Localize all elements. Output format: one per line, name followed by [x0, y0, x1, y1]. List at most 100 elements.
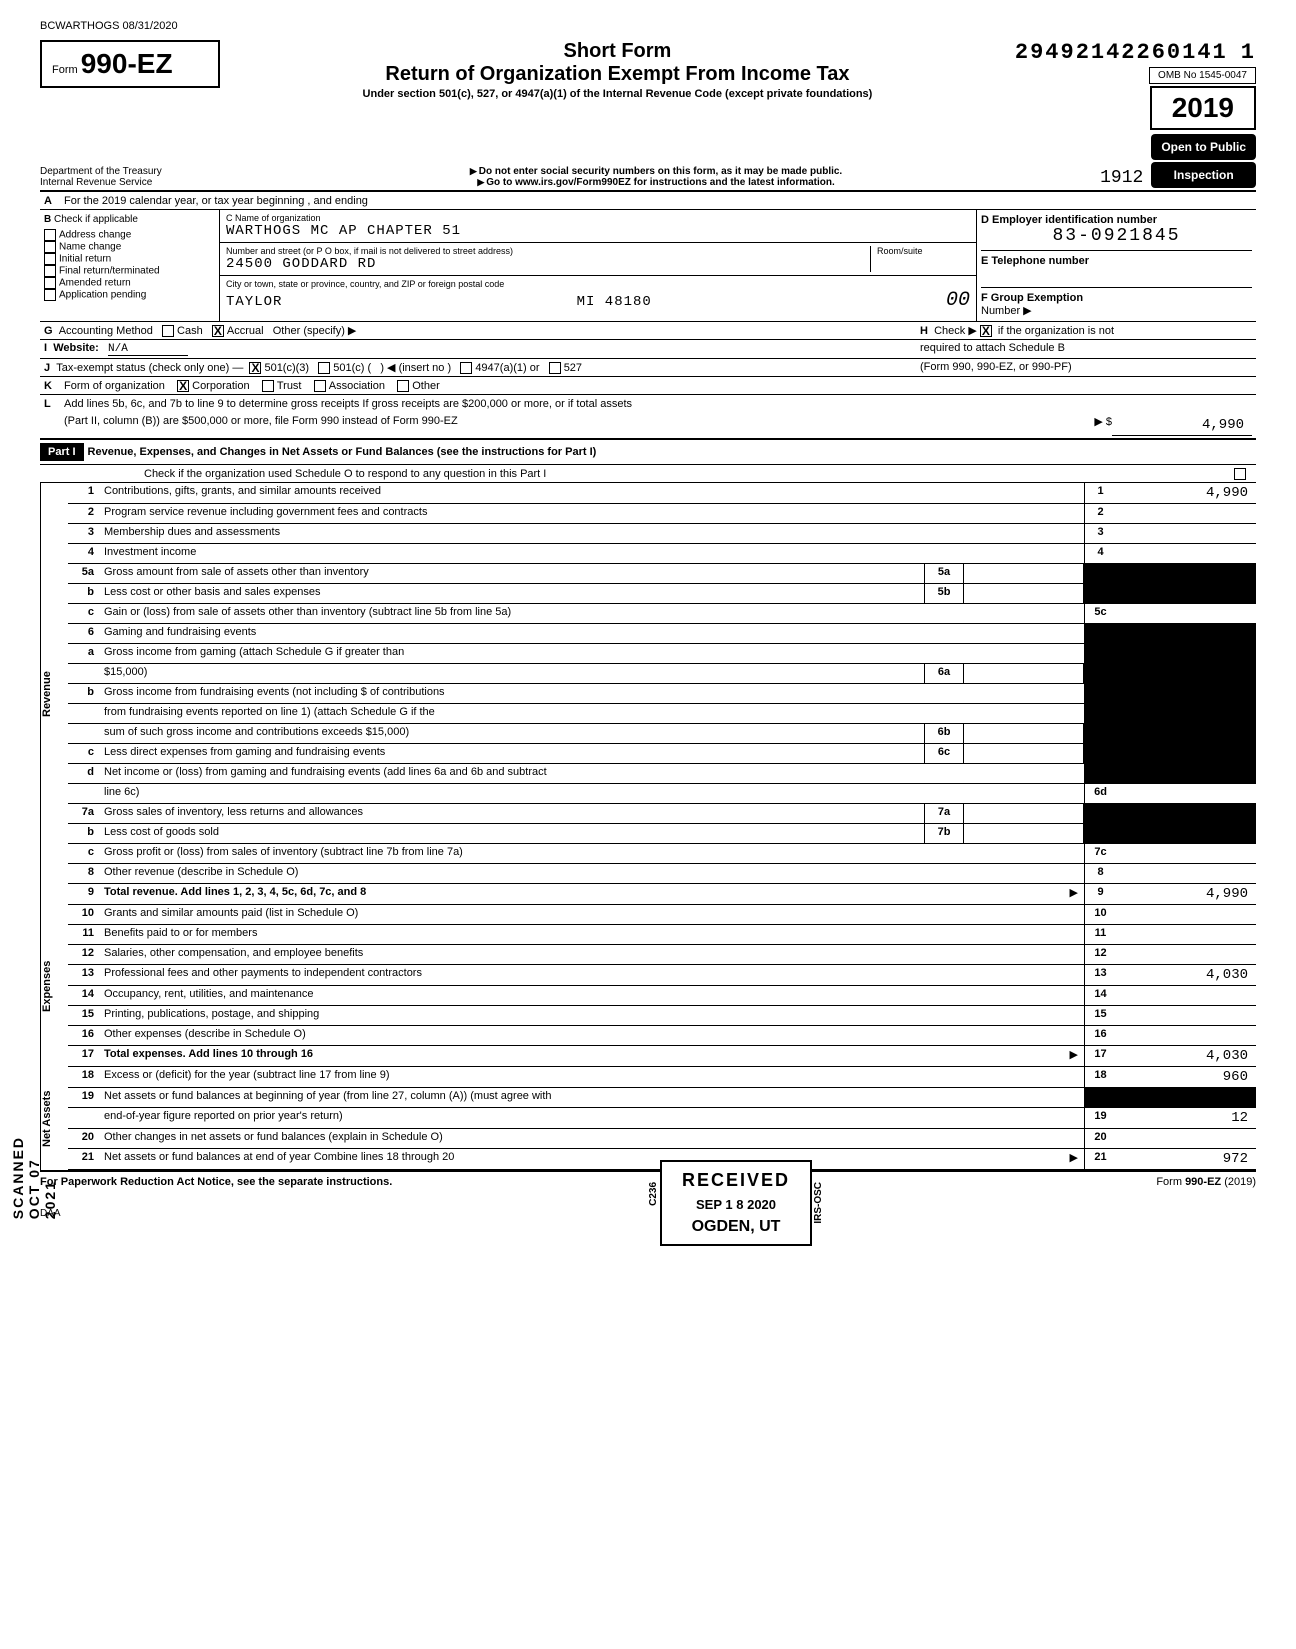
line-19: 19Net assets or fund balances at beginni… — [68, 1088, 1256, 1108]
cb-final-return[interactable] — [44, 265, 56, 277]
cb-name-change[interactable] — [44, 241, 56, 253]
right-val — [1116, 945, 1256, 964]
cb-assoc[interactable] — [314, 380, 326, 392]
state-zip: MI 48180 — [577, 294, 652, 310]
cb-accrual[interactable] — [212, 325, 224, 337]
line-num: 9 — [68, 884, 100, 904]
h-text1: if the organization is not — [998, 325, 1114, 337]
right-num: 21 — [1084, 1149, 1116, 1169]
right-num — [1084, 584, 1116, 603]
cb-501c[interactable] — [318, 362, 330, 374]
line-num: d — [68, 764, 100, 783]
line-desc: Gross sales of inventory, less returns a… — [100, 804, 924, 823]
line-desc: Gross amount from sale of assets other t… — [100, 564, 924, 583]
line-c: cGain or (loss) from sale of assets othe… — [68, 604, 1256, 624]
line-num: 3 — [68, 524, 100, 543]
line-c: cLess direct expenses from gaming and fu… — [68, 744, 1256, 764]
right-num: 13 — [1084, 965, 1116, 985]
cb-app-pending[interactable] — [44, 289, 56, 301]
right-num: 1 — [1084, 483, 1116, 503]
year-box: 2019 — [1150, 86, 1256, 130]
line-num: 4 — [68, 544, 100, 563]
open-box-wrap: Open to Public Inspection — [1151, 134, 1256, 188]
right-val — [1116, 544, 1256, 563]
cb-initial-return[interactable] — [44, 253, 56, 265]
right-val: 4,990 — [1116, 884, 1256, 904]
right-val: 4,030 — [1116, 965, 1256, 985]
line-num: 15 — [68, 1006, 100, 1025]
addr-label: Number and street (or P O box, if mail i… — [226, 246, 870, 256]
header-center: Short Form Return of Organization Exempt… — [228, 40, 1007, 100]
right-num — [1084, 684, 1116, 703]
cb-address-change[interactable] — [44, 229, 56, 241]
line-6: 6Gaming and fundraising events — [68, 624, 1256, 644]
hand-number: 1912 — [1100, 168, 1143, 188]
cb-part1[interactable] — [1234, 468, 1246, 480]
right-num: 7c — [1084, 844, 1116, 863]
line-desc: Membership dues and assessments — [100, 524, 1084, 543]
right-val — [1116, 664, 1256, 683]
line-desc: end-of-year figure reported on prior yea… — [100, 1108, 1084, 1128]
l-text2: (Part II, column (B)) are $500,000 or mo… — [64, 415, 1094, 436]
line-gh: G Accounting Method Cash Accrual Other (… — [40, 322, 1256, 340]
line-b: bLess cost of goods sold7b — [68, 824, 1256, 844]
line-num: 12 — [68, 945, 100, 964]
line-desc: Investment income — [100, 544, 1084, 563]
cb-amended-return[interactable] — [44, 277, 56, 289]
right-val — [1116, 684, 1256, 703]
line-15: 15Printing, publications, postage, and s… — [68, 1006, 1256, 1026]
g-label: Accounting Method — [59, 325, 153, 337]
footer-right: Form 990-EZ (2019) — [1156, 1176, 1256, 1188]
cb-cash[interactable] — [162, 325, 174, 337]
line-desc: from fundraising events reported on line… — [100, 704, 1084, 723]
line-desc: Contributions, gifts, grants, and simila… — [100, 483, 1084, 503]
cb-501c3[interactable] — [249, 362, 261, 374]
dept-center: Do not enter social security numbers on … — [220, 166, 1092, 188]
mini-val — [964, 824, 1084, 843]
org-name: WARTHOGS MC AP CHAPTER 51 — [226, 223, 970, 239]
addr: 24500 GODDARD RD — [226, 256, 870, 272]
line-num — [68, 704, 100, 723]
line-desc: Occupancy, rent, utilities, and maintena… — [100, 986, 1084, 1005]
line-cont: line 6c)6d — [68, 784, 1256, 804]
cb-other[interactable] — [397, 380, 409, 392]
right-num: 18 — [1084, 1067, 1116, 1087]
right-num — [1084, 804, 1116, 823]
g-other: Other (specify) ▶ — [273, 325, 357, 337]
expenses-block: Expenses 10Grants and similar amounts pa… — [40, 905, 1256, 1067]
side-expenses: Expenses — [40, 905, 68, 1067]
right-val — [1116, 824, 1256, 843]
line-8: 8Other revenue (describe in Schedule O)8 — [68, 864, 1256, 884]
cb-trust[interactable] — [262, 380, 274, 392]
line-num: b — [68, 684, 100, 703]
right-val — [1116, 986, 1256, 1005]
line-5a: 5aGross amount from sale of assets other… — [68, 564, 1256, 584]
line-num: c — [68, 844, 100, 863]
mini-box: 6c — [924, 744, 964, 763]
line-num: b — [68, 824, 100, 843]
warn1: Do not enter social security numbers on … — [220, 166, 1092, 177]
mini-box: 5b — [924, 584, 964, 603]
mini-val — [964, 564, 1084, 583]
line-desc: Benefits paid to or for members — [100, 925, 1084, 944]
check-if-applicable: Check if applicable — [54, 214, 138, 225]
right-num — [1084, 824, 1116, 843]
line-2: 2Program service revenue including gover… — [68, 504, 1256, 524]
cb-4947[interactable] — [460, 362, 472, 374]
line-num: 16 — [68, 1026, 100, 1045]
line-num: 17 — [68, 1046, 100, 1066]
line-desc: Other revenue (describe in Schedule O) — [100, 864, 1084, 883]
line-l-1: L Add lines 5b, 6c, and 7b to line 9 to … — [40, 395, 1256, 413]
cb-corp[interactable] — [177, 380, 189, 392]
line-d: dNet income or (loss) from gaming and fu… — [68, 764, 1256, 784]
cb-527[interactable] — [549, 362, 561, 374]
line-cont: end-of-year figure reported on prior yea… — [68, 1108, 1256, 1129]
right-num: 8 — [1084, 864, 1116, 883]
right-val — [1116, 644, 1256, 663]
cb-h[interactable] — [980, 325, 992, 337]
part1-label: Part I — [40, 443, 84, 461]
right-val — [1116, 804, 1256, 823]
header: Form 990-EZ Short Form Return of Organiz… — [40, 40, 1256, 130]
right-num — [1084, 744, 1116, 763]
line-14: 14Occupancy, rent, utilities, and mainte… — [68, 986, 1256, 1006]
